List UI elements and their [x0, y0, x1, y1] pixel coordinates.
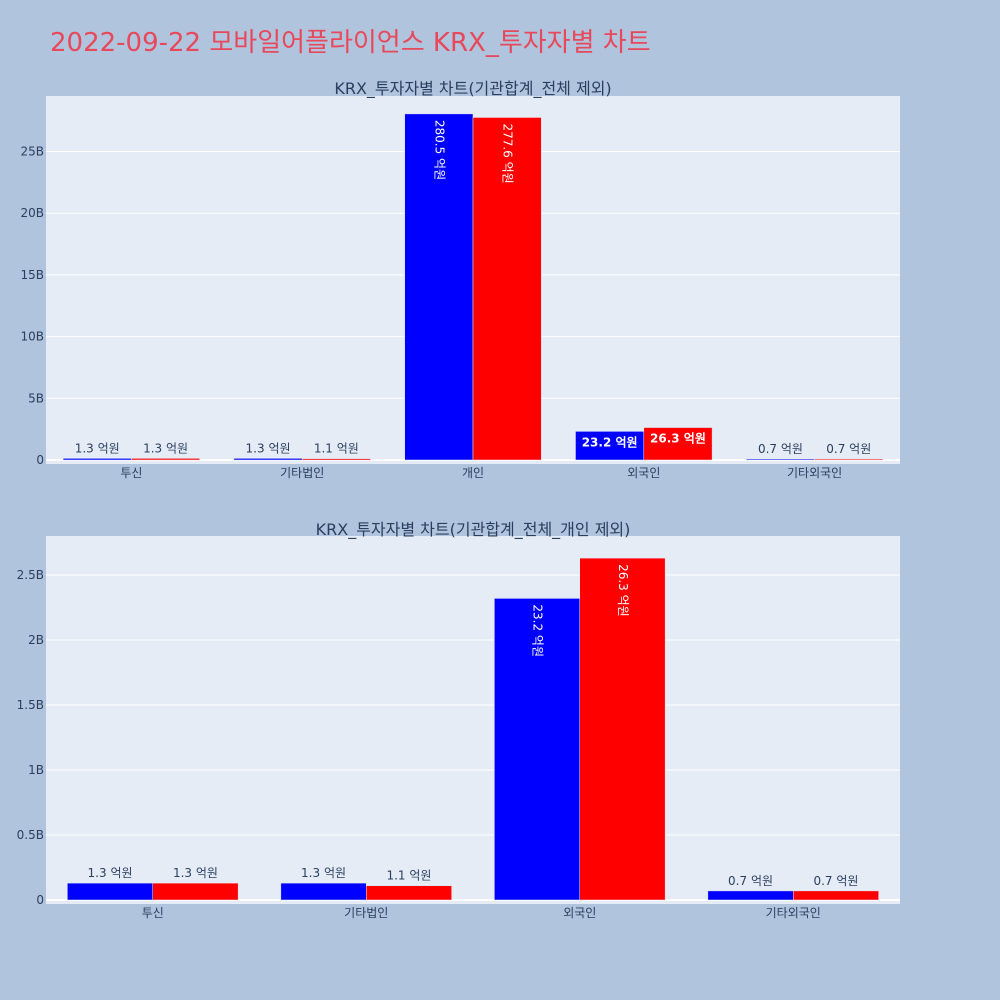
bar[interactable]	[575, 431, 645, 461]
bar[interactable]	[233, 458, 303, 461]
bar-data-label: 1.3 억원	[301, 866, 346, 880]
bar-data-label: 26.3 억원	[650, 432, 706, 446]
y-tick-label: 1B	[28, 763, 44, 777]
bar-data-label: 1.3 억원	[143, 441, 188, 455]
bar[interactable]	[643, 427, 713, 461]
bar[interactable]	[404, 113, 474, 461]
bar-data-label: 1.1 억원	[314, 442, 359, 456]
y-tick-label: 2B	[28, 633, 44, 647]
x-tick-label: 투신	[120, 466, 142, 480]
bar[interactable]	[366, 885, 452, 901]
page-title: 2022-09-22 모바일어플라이언스 KRX_투자자별 차트	[50, 28, 651, 58]
bar-data-label: 1.3 억원	[88, 866, 133, 880]
chart-investor-all: KRX_투자자별 차트(기관합계_전체 제외) 0 5B 10B 15B 20B 25B 1.…	[20, 79, 900, 480]
chart-investor-excl-individual: KRX_투자자별 차트(기관합계_전체_개인 제외) 0 0.5B 1B 1.5B 2B 2…	[17, 520, 900, 920]
x-tick-label: 기타법인	[344, 906, 388, 920]
bar[interactable]	[280, 882, 367, 901]
bar[interactable]	[472, 117, 542, 461]
bar[interactable]	[131, 458, 200, 461]
bar-data-label: 1.3 억원	[173, 866, 218, 880]
chart-title: KRX_투자자별 차트(기관합계_전체 제외)	[334, 79, 611, 99]
bar-data-label: 0.7 억원	[728, 874, 773, 888]
bar[interactable]	[67, 882, 153, 901]
y-tick-label: 20B	[20, 206, 44, 220]
bar[interactable]	[793, 890, 879, 901]
bar-data-label: 0.7 억원	[826, 442, 871, 456]
bar[interactable]	[62, 458, 132, 461]
y-tick-label: 10B	[20, 330, 44, 344]
x-tick-label: 기타법인	[280, 466, 324, 480]
bar-data-label: 0.7 억원	[813, 874, 858, 888]
bar-data-label: 277.6 억원	[501, 123, 515, 183]
y-tick-label: 1.5B	[17, 698, 44, 712]
chart-title: KRX_투자자별 차트(기관합계_전체_개인 제외)	[316, 520, 631, 540]
bar-data-label: 0.7 억원	[758, 442, 803, 456]
y-tick-label: 2.5B	[17, 568, 44, 582]
x-tick-label: 개인	[462, 466, 484, 480]
y-tick-label: 25B	[20, 145, 44, 159]
x-tick-label: 기타외국인	[787, 466, 842, 480]
bar[interactable]	[301, 458, 371, 461]
x-tick-label: 외국인	[563, 906, 596, 920]
bar[interactable]	[707, 890, 794, 901]
bar[interactable]	[152, 882, 239, 901]
bar-data-label: 1.3 억원	[75, 441, 120, 455]
y-tick-label: 0	[36, 893, 44, 907]
y-tick-label: 5B	[28, 391, 44, 405]
y-tick-label: 0	[36, 453, 44, 467]
y-tick-label: 0.5B	[17, 828, 44, 842]
bar-data-label: 26.3 억원	[616, 564, 630, 617]
bar-data-label: 23.2 억원	[582, 435, 638, 449]
bar[interactable]	[814, 458, 884, 461]
x-tick-label: 투신	[142, 906, 164, 920]
bar-data-label: 23.2 억원	[531, 604, 545, 657]
bar-data-label: 1.1 억원	[386, 869, 431, 883]
plot-area	[46, 536, 900, 904]
y-tick-label: 15B	[20, 268, 44, 282]
bar-data-label: 1.3 억원	[246, 441, 291, 455]
bar[interactable]	[579, 557, 666, 901]
bar-data-label: 280.5 억원	[432, 120, 446, 180]
x-tick-label: 기타외국인	[766, 906, 821, 920]
x-tick-label: 외국인	[627, 466, 660, 480]
bar[interactable]	[746, 458, 815, 461]
